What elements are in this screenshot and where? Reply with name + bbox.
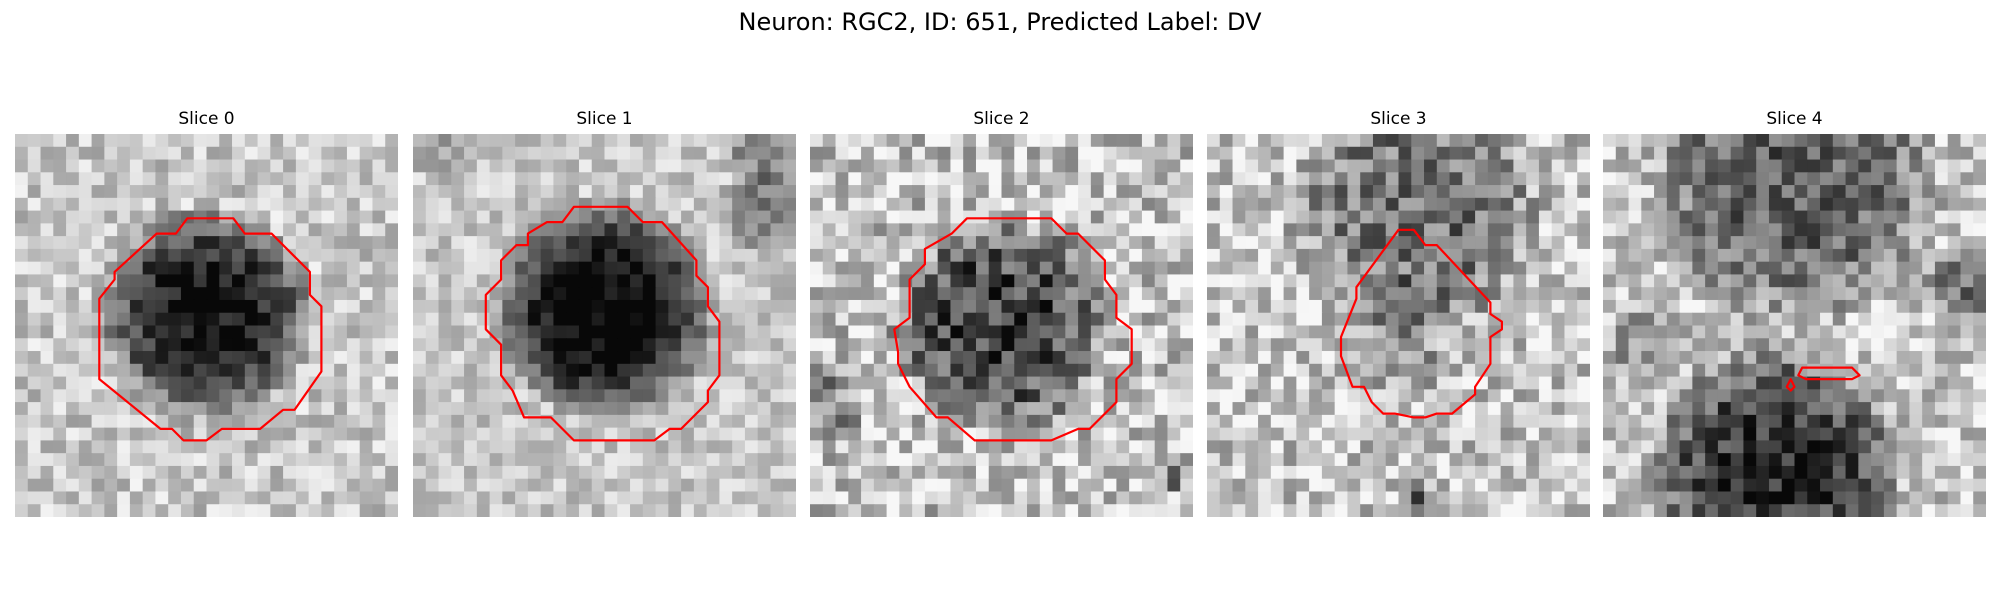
figure-title: Neuron: RGC2, ID: 651, Predicted Label: …	[738, 8, 1262, 36]
slice-image-3	[1207, 134, 1590, 517]
contour-outline	[1785, 378, 1796, 392]
slice-title: Slice 3	[1370, 109, 1427, 129]
slice-title: Slice 2	[973, 109, 1030, 129]
contour-outline	[1339, 228, 1503, 419]
slice-panel-4: Slice 4	[1603, 108, 1986, 517]
slice-image-1	[413, 134, 796, 517]
slice-title: Slice 1	[576, 109, 633, 129]
contour-outline	[484, 205, 721, 442]
slice-panel-3: Slice 3	[1207, 108, 1590, 517]
slice-panel-0: Slice 0	[15, 108, 398, 517]
contour-outline	[893, 217, 1133, 442]
slice-title: Slice 0	[178, 109, 235, 129]
contour-outline	[1797, 366, 1861, 381]
slice-image-2	[810, 134, 1193, 517]
contour-outline	[98, 217, 323, 442]
slice-panel-2: Slice 2	[810, 108, 1193, 517]
slice-image-0	[15, 134, 398, 517]
slice-title: Slice 4	[1766, 109, 1823, 129]
slice-panel-1: Slice 1	[413, 108, 796, 517]
slice-image-4	[1603, 134, 1986, 517]
